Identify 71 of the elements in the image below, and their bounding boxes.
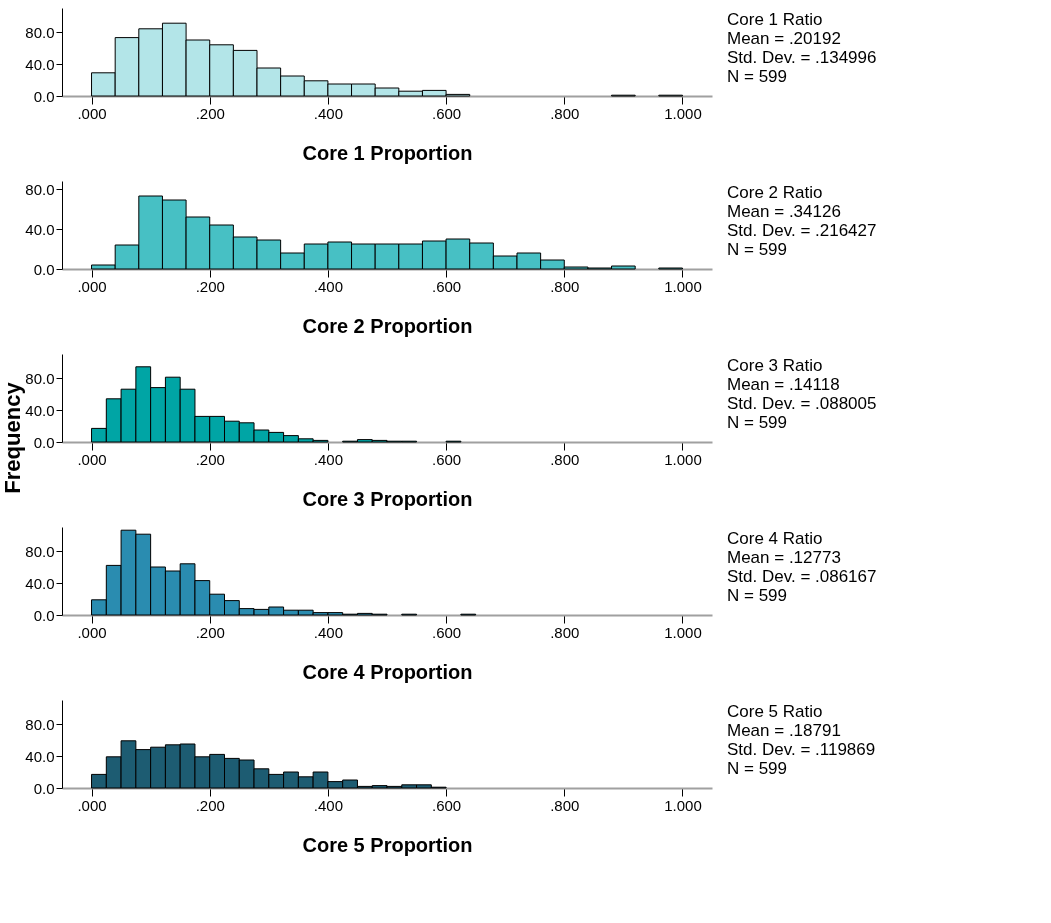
y-tick-label: 80.0	[25, 369, 55, 387]
y-tick-label: 80.0	[25, 23, 55, 41]
x-axis-title: Core 1 Proportion	[302, 141, 473, 164]
text: Core 1 Ratio	[727, 10, 823, 29]
x-tick-label: .200	[195, 623, 225, 641]
x-axis-title: Core 4 Proportion	[302, 660, 473, 683]
x-axis-title: Core 3 Proportion	[302, 487, 473, 510]
x-tick-label: 1.000	[664, 450, 702, 468]
x-tick-label: .200	[195, 277, 225, 295]
text: Std. Dev. = .086167	[727, 567, 877, 586]
x-tick-label: .000	[77, 796, 107, 814]
x-tick-label: .000	[77, 623, 107, 641]
x-tick-label: 1.000	[664, 104, 702, 122]
x-tick-label: .200	[195, 796, 225, 814]
y-tick-label: 0.0	[33, 87, 55, 105]
x-tick-label: .800	[550, 623, 580, 641]
x-tick-label: .000	[77, 104, 107, 122]
y-tick-label: 0.0	[33, 779, 55, 797]
y-tick-label: 40.0	[25, 220, 55, 238]
x-tick-label: 1.000	[664, 623, 702, 641]
x-tick-label: .800	[550, 277, 580, 295]
x-axis-title: Core 2 Proportion	[302, 314, 473, 337]
x-tick-label: .600	[431, 277, 462, 295]
y-tick-label: 0.0	[33, 606, 55, 624]
y-tick-label: 80.0	[25, 180, 55, 198]
x-tick-label: .200	[195, 450, 225, 468]
y-tick-label: 40.0	[25, 55, 55, 73]
x-tick-label: .400	[313, 277, 344, 295]
x-tick-label: .800	[550, 450, 580, 468]
text: Core 5 Ratio	[727, 702, 823, 721]
text: N = 599	[727, 586, 788, 605]
y-tick-label: 0.0	[33, 433, 55, 451]
text: Mean = .14118	[727, 375, 840, 394]
text: Core 3 Ratio	[727, 356, 823, 375]
y-tick-label: 0.0	[33, 260, 55, 278]
x-tick-label: .600	[431, 450, 462, 468]
text: N = 599	[727, 240, 788, 259]
x-tick-label: .800	[550, 104, 580, 122]
text: N = 599	[727, 413, 788, 432]
x-tick-label: .800	[550, 796, 580, 814]
text: Std. Dev. = .134996	[727, 48, 877, 67]
text: Mean = .12773	[727, 548, 841, 567]
y-tick-label: 40.0	[25, 574, 55, 592]
x-tick-label: .000	[77, 277, 107, 295]
x-tick-label: .400	[313, 104, 344, 122]
x-tick-label: .200	[195, 104, 225, 122]
text: Core 2 Ratio	[727, 183, 823, 202]
text: N = 599	[727, 67, 788, 86]
y-tick-label: 40.0	[25, 747, 55, 765]
text: Mean = .18791	[727, 721, 841, 740]
x-tick-label: .600	[431, 104, 462, 122]
x-tick-label: .600	[431, 796, 462, 814]
text: Core 4 Ratio	[727, 529, 823, 548]
text: N = 599	[727, 759, 788, 778]
y-tick-label: 80.0	[25, 542, 55, 560]
y-tick-label: 40.0	[25, 401, 55, 419]
text: Mean = .20192	[727, 29, 841, 48]
x-tick-label: 1.000	[664, 796, 702, 814]
x-axis-title: Core 5 Proportion	[302, 833, 473, 856]
x-tick-label: .400	[313, 450, 344, 468]
x-tick-label: .400	[313, 623, 344, 641]
x-tick-label: .400	[313, 796, 344, 814]
x-tick-label: 1.000	[664, 277, 702, 295]
text: Mean = .34126	[727, 202, 841, 221]
text: Std. Dev. = .088005	[727, 394, 877, 413]
text: Std. Dev. = .216427	[727, 221, 877, 240]
y-tick-label: 80.0	[25, 715, 55, 733]
y-axis-title: Frequency	[0, 381, 25, 494]
text: Std. Dev. = .119869	[727, 740, 876, 759]
x-tick-label: .000	[77, 450, 107, 468]
x-tick-label: .600	[431, 623, 462, 641]
